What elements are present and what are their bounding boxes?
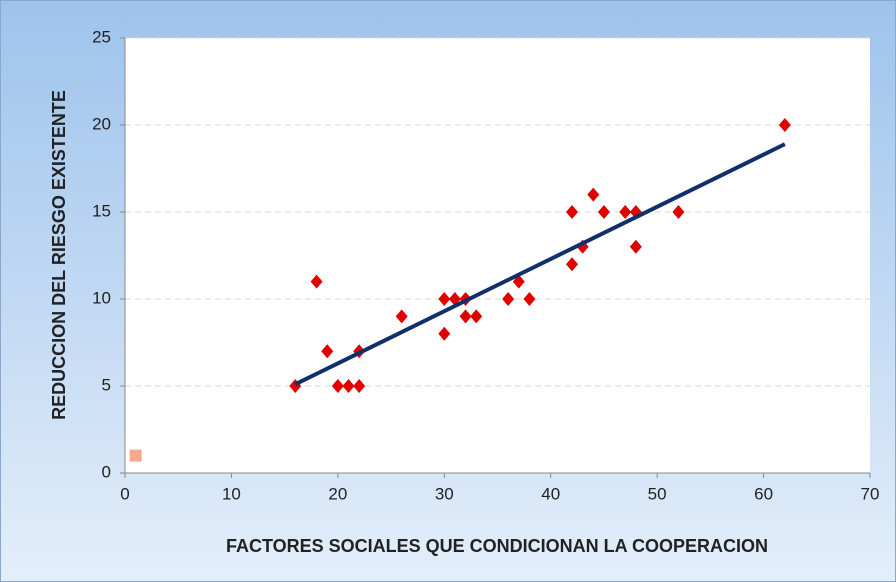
y-tick-label: 25 [92,27,111,46]
point [310,274,323,289]
point [129,449,142,462]
x-tick-label: 20 [328,484,347,503]
plot-area [125,38,870,473]
x-tick-label: 40 [541,484,560,503]
point [321,344,334,359]
x-axis-label: FACTORES SOCIALES QUE CONDICIONAN LA COO… [226,536,768,556]
point [619,205,632,219]
point [342,379,355,393]
x-tick-label: 30 [435,484,454,503]
point [523,292,536,306]
point [629,239,642,254]
x-tick-label: 70 [861,484,880,503]
point [353,379,366,393]
x-tick-label: 10 [222,484,241,503]
point [587,187,600,202]
x-tick-label: 60 [754,484,773,503]
y-axis-label: REDUCCION DEL RIESGO EXISTENTE [49,90,69,420]
point [459,309,472,324]
point [395,309,408,324]
y-tick-label: 10 [92,288,111,307]
y-tick-label: 0 [102,462,111,481]
point [778,118,791,132]
x-tick-label: 0 [120,484,129,503]
point [502,292,515,306]
point [597,205,610,219]
point [470,309,483,324]
point [672,205,685,219]
point [331,379,344,393]
point [566,205,578,219]
point [438,326,451,341]
point [438,292,451,306]
y-tick-label: 15 [92,201,111,220]
point [566,257,578,272]
trend-line [294,142,786,387]
y-tick-label: 20 [92,114,111,133]
x-tick-label: 50 [648,484,667,503]
y-tick-label: 5 [102,375,111,394]
